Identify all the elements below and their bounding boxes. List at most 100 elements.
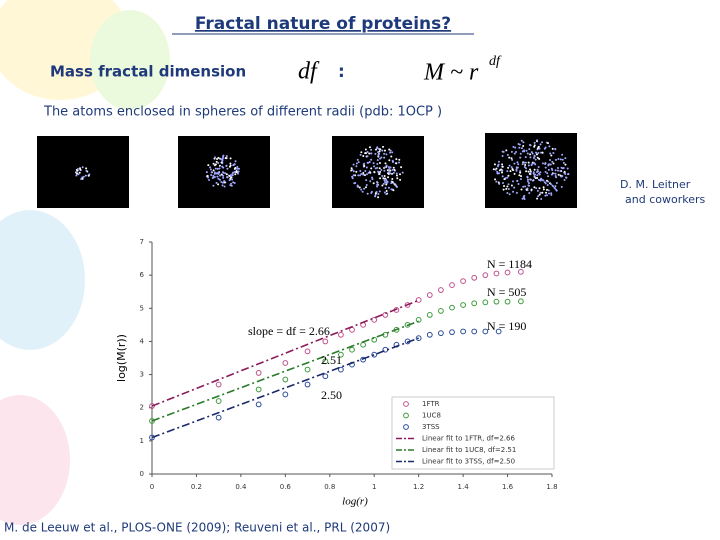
atom-dot: [377, 193, 380, 196]
atom-dot: [516, 161, 519, 164]
atom-dot: [522, 141, 525, 144]
atom-dot: [520, 188, 523, 191]
data-point: [482, 272, 489, 279]
atom-dot: [506, 176, 509, 179]
atom-dot: [511, 158, 514, 161]
atom-dot: [551, 160, 554, 163]
atom-dot: [355, 162, 358, 165]
slide-title: Fractal nature of proteins?: [195, 14, 451, 34]
atom-dot: [377, 153, 380, 156]
atom-dot: [547, 189, 550, 192]
atom-dot: [556, 166, 559, 169]
atom-dot: [233, 163, 236, 166]
legend-marker: [403, 412, 409, 419]
atom-dot: [215, 181, 218, 184]
atom-dot: [225, 155, 228, 158]
atom-dot: [524, 161, 527, 164]
atom-dot: [564, 157, 567, 160]
atom-dot: [524, 185, 527, 188]
atom-dot: [521, 197, 524, 200]
atom-dot: [395, 185, 398, 188]
atom-dot: [224, 157, 227, 160]
y-tick-label: 6: [140, 271, 145, 279]
atom-dot: [399, 178, 402, 181]
atom-dot: [545, 191, 548, 194]
data-point: [337, 331, 344, 338]
x-tick-label: 0: [150, 483, 154, 491]
atom-dot: [392, 171, 395, 174]
atom-dot: [390, 182, 393, 185]
atom-dot: [383, 174, 386, 177]
atom-dot: [507, 174, 510, 177]
atom-dot: [221, 158, 224, 161]
label: Mass fractal dimension: [50, 63, 246, 81]
atom-dot: [559, 158, 562, 161]
atom-dot: [530, 164, 533, 167]
atom-dot: [233, 171, 236, 174]
atom-dot: [384, 162, 387, 165]
atom-dot: [379, 170, 382, 173]
atom-dot: [226, 167, 229, 170]
atom-dot: [536, 189, 539, 192]
atom-dot: [533, 176, 536, 179]
atom-dot: [381, 184, 384, 187]
atom-dot: [374, 195, 377, 198]
atom-dot: [389, 149, 392, 152]
data-point: [493, 270, 500, 277]
atom-dot: [514, 146, 517, 149]
atom-dot: [528, 148, 531, 151]
atom-dot: [512, 145, 515, 148]
atom-dot: [512, 180, 515, 183]
atom-dot: [379, 177, 382, 180]
atom-dot: [526, 178, 529, 181]
atom-dot: [525, 167, 528, 170]
atom-dot: [546, 184, 549, 187]
atom-dot: [534, 158, 537, 161]
data-point: [215, 398, 222, 404]
atom-dot: [494, 178, 497, 181]
atom-dot: [365, 183, 368, 186]
credit: D. M. Leitner: [620, 178, 691, 191]
atom-dot: [549, 163, 552, 166]
legend-label: Linear fit to 3TSS, df=2.50: [422, 458, 515, 466]
data-point: [426, 292, 433, 298]
atom-dot: [392, 166, 395, 169]
atom-dot: [385, 164, 388, 167]
atom-dot: [377, 196, 380, 199]
atom-dot: [370, 148, 373, 151]
atom-dot: [370, 167, 373, 170]
atom-dot: [537, 145, 540, 148]
atom-dot: [383, 181, 386, 184]
data-point: [322, 358, 329, 365]
atom-dot: [229, 177, 232, 180]
atom-dot: [540, 197, 543, 200]
atom-dot: [380, 156, 383, 159]
atom-dot: [535, 151, 538, 154]
atom-dot: [222, 166, 225, 169]
atom-dot: [224, 172, 227, 175]
atom-dot: [383, 166, 386, 169]
atom-dot: [506, 153, 509, 156]
atom-dot: [206, 174, 209, 177]
atom-dot: [363, 187, 366, 190]
atom-dot: [383, 156, 386, 159]
atom-dot: [505, 149, 508, 152]
atom-dot: [525, 188, 528, 191]
atom-dot: [527, 164, 530, 167]
atom-dot: [376, 146, 379, 149]
atom-dot: [217, 156, 220, 159]
atom-dot: [377, 151, 380, 154]
atom-dot: [554, 187, 557, 190]
atom-dot: [376, 162, 379, 165]
atom-dot: [388, 148, 391, 151]
atom-dot: [523, 196, 526, 199]
atom-dot: [554, 158, 557, 161]
atom-dot: [370, 152, 373, 155]
atom-dot: [561, 175, 564, 178]
atom-dot: [525, 149, 528, 152]
atom-dot: [529, 156, 532, 159]
atom-dot: [383, 191, 386, 194]
atom-dot: [552, 162, 555, 165]
atom-dot: [538, 187, 541, 190]
atom-dot: [550, 192, 553, 195]
